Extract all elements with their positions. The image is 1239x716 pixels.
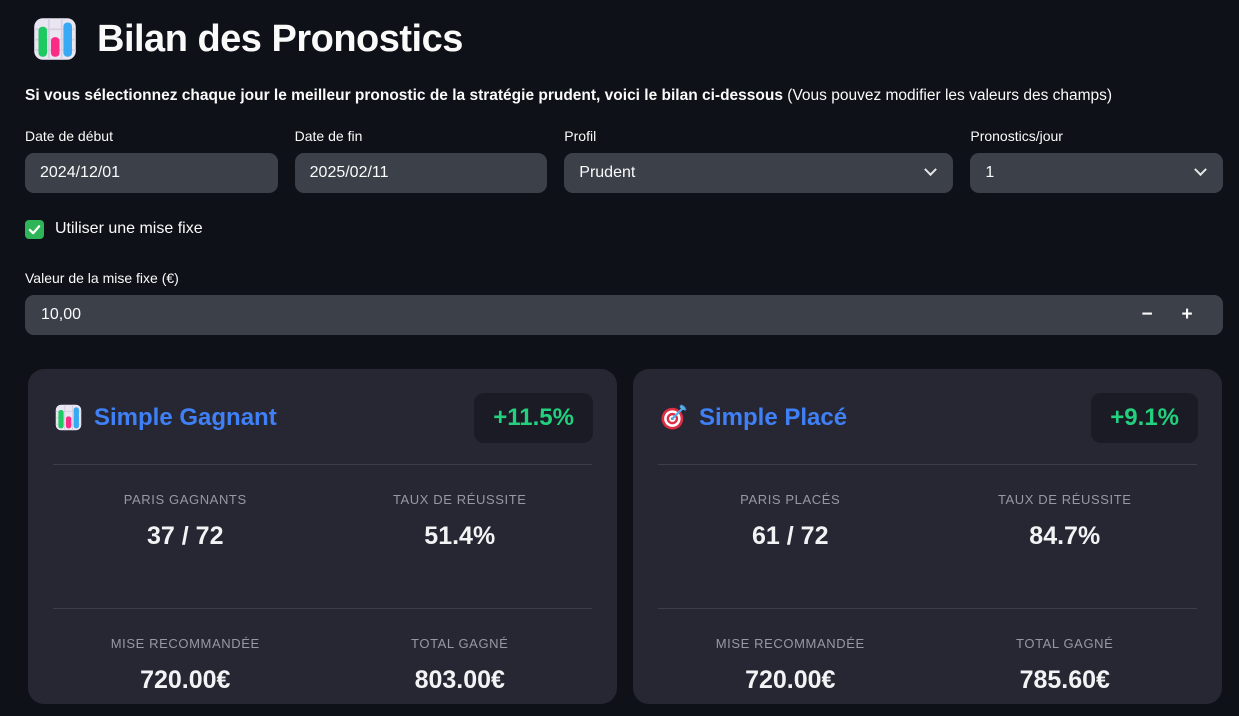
end-date-label: Date de fin	[294, 127, 363, 144]
per-day-field-group: Pronostics/jour 1	[970, 128, 1223, 193]
stat-total-gagne: TOTAL GAGNÉ 803.00€	[323, 609, 598, 695]
stat-value: 785.60€	[1019, 665, 1110, 694]
profile-field-group: Profil Prudent	[564, 127, 954, 193]
stats-row: PARIS GAGNANTS 37 / 72 TAUX DE RÉUSSITE …	[48, 465, 597, 587]
stat-value: 803.00€	[414, 665, 505, 694]
end-date-value: 2025/02/11	[309, 163, 389, 181]
fixed-bet-checkbox[interactable]	[25, 219, 44, 239]
stats-row: PARIS PLACÉS 61 / 72 TAUX DE RÉUSSITE 84…	[653, 465, 1202, 587]
stake-value-label: Valeur de la mise fixe (€)	[25, 269, 179, 286]
simple-place-card: Simple Placé +9.1% PARIS PLACÉS 61 / 72 …	[633, 368, 1222, 704]
stat-value: 720.00€	[745, 665, 836, 694]
stat-value: 37 / 72	[147, 521, 224, 550]
card-title: Simple Gagnant	[94, 403, 277, 431]
stat-taux-reussite: TAUX DE RÉUSSITE 51.4%	[323, 465, 598, 587]
card-title-group: Simple Placé	[660, 404, 847, 432]
stake-decrement-button[interactable]: −	[1127, 295, 1167, 335]
profile-selected-value: Prudent	[579, 163, 636, 181]
stat-taux-reussite: TAUX DE RÉUSSITE 84.7%	[928, 465, 1203, 587]
stat-value: 720.00€	[140, 665, 231, 694]
intro-text-bold: Si vous sélectionnez chaque jour le meil…	[25, 87, 783, 104]
stat-value: 51.4%	[424, 521, 496, 550]
divider	[53, 607, 592, 609]
card-title: Simple Placé	[699, 403, 848, 431]
end-date-field-group: Date de fin 2025/02/11	[294, 127, 548, 193]
stake-increment-button[interactable]: +	[1167, 295, 1207, 335]
stat-value: 61 / 72	[752, 521, 829, 550]
filter-row: Date de début 2024/12/01 Date de fin 202…	[25, 128, 1223, 193]
profile-label: Profil	[564, 127, 597, 144]
stat-total-gagne: TOTAL GAGNÉ 785.60€	[928, 609, 1203, 695]
stats-row: MISE RECOMMANDÉE 720.00€ TOTAL GAGNÉ 803…	[48, 609, 597, 695]
stake-value[interactable]: 10,00	[41, 305, 82, 323]
target-icon	[661, 404, 687, 430]
roi-badge: +9.1%	[1091, 392, 1198, 443]
chevron-down-icon	[1194, 163, 1207, 177]
stat-label: TAUX DE RÉUSSITE	[392, 491, 527, 507]
stat-label: TOTAL GAGNÉ	[411, 635, 509, 651]
profile-select[interactable]: Prudent	[564, 152, 954, 193]
stat-label: MISE RECOMMANDÉE	[715, 635, 865, 651]
page-title: Bilan des Pronostics	[97, 17, 463, 60]
result-cards: Simple Gagnant +11.5% PARIS GAGNANTS 37 …	[28, 368, 1222, 704]
card-header: Simple Gagnant +11.5%	[48, 392, 597, 443]
roi-badge: +11.5%	[474, 392, 593, 443]
app-header: Bilan des Pronostics	[0, 0, 1239, 61]
stat-mise-recommandee: MISE RECOMMANDÉE 720.00€	[653, 609, 928, 695]
stat-value: 84.7%	[1029, 521, 1101, 550]
divider	[658, 607, 1197, 609]
divider	[53, 463, 592, 465]
bar-chart-icon	[55, 405, 82, 431]
stat-label: MISE RECOMMANDÉE	[110, 635, 260, 651]
start-date-value: 2024/12/01	[40, 163, 121, 181]
start-date-input[interactable]: 2024/12/01	[25, 152, 278, 193]
start-date-field-group: Date de début 2024/12/01	[25, 128, 278, 193]
stat-paris-places: PARIS PLACÉS 61 / 72	[653, 465, 928, 587]
start-date-label: Date de début	[25, 127, 113, 144]
per-day-select[interactable]: 1	[970, 152, 1223, 193]
fixed-bet-checkbox-row: Utiliser une mise fixe	[25, 219, 1239, 239]
per-day-label: Pronostics/jour	[970, 127, 1063, 144]
stat-paris-gagnants: PARIS GAGNANTS 37 / 72	[48, 465, 323, 587]
divider	[658, 463, 1197, 465]
stake-number-input[interactable]: 10,00 − +	[25, 294, 1223, 335]
fixed-bet-checkbox-label[interactable]: Utiliser une mise fixe	[55, 220, 203, 238]
stat-label: TAUX DE RÉUSSITE	[997, 491, 1132, 507]
stat-label: PARIS PLACÉS	[740, 491, 841, 507]
intro-text: Si vous sélectionnez chaque jour le meil…	[25, 86, 1214, 107]
checkmark-icon	[28, 225, 41, 235]
stats-row: MISE RECOMMANDÉE 720.00€ TOTAL GAGNÉ 785…	[653, 609, 1202, 695]
stat-label: TOTAL GAGNÉ	[1016, 635, 1114, 651]
card-header: Simple Placé +9.1%	[653, 392, 1202, 443]
card-title-group: Simple Gagnant	[55, 404, 277, 432]
stat-label: PARIS GAGNANTS	[123, 491, 247, 507]
chevron-down-icon	[924, 163, 938, 177]
end-date-input[interactable]: 2025/02/11	[294, 152, 548, 193]
simple-gagnant-card: Simple Gagnant +11.5% PARIS GAGNANTS 37 …	[28, 368, 617, 704]
intro-text-normal: (Vous pouvez modifier les valeurs des ch…	[782, 87, 1113, 104]
bar-chart-icon	[34, 18, 76, 60]
per-day-selected-value: 1	[985, 163, 995, 181]
stat-mise-recommandee: MISE RECOMMANDÉE 720.00€	[48, 609, 323, 695]
